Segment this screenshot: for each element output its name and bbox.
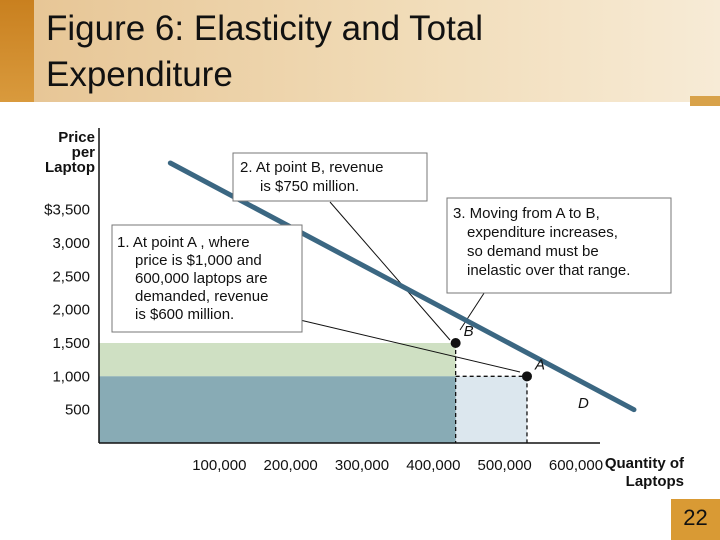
- y-tick-label: 2,000: [52, 302, 90, 319]
- header-accent-bar: [0, 0, 34, 102]
- chart-points: BA: [450, 323, 545, 382]
- header-band: [34, 0, 720, 102]
- y-tick-labels: $3,500 3,000 2,500 2,000 1,500 1,000 500: [44, 202, 90, 419]
- y-tick-label: 1,500: [52, 335, 90, 352]
- demand-curve-label: D: [578, 395, 589, 412]
- leader-line-b: [329, 201, 451, 341]
- x-axis-title: Quantity of Laptops: [605, 455, 685, 490]
- callout-box-move: [446, 197, 672, 294]
- x-tick-label: 200,000: [264, 457, 318, 474]
- revenue-area-common: [99, 376, 456, 443]
- x-tick-label: 400,000: [406, 457, 460, 474]
- x-tick-label: 100,000: [192, 457, 246, 474]
- x-tick-label: 500,000: [478, 457, 532, 474]
- slide-number: 22: [683, 505, 708, 530]
- point-b: [450, 337, 461, 348]
- y-axis-title: Price per Laptop: [45, 129, 95, 176]
- callout-text-a: 1. At point A , where price is $1,000 and…: [117, 234, 268, 323]
- callout-box-a: [111, 224, 303, 333]
- x-tick-label: 300,000: [335, 457, 389, 474]
- slide-title: Figure 6: Elasticity and Total Expenditu…: [46, 6, 483, 98]
- point-a: [521, 371, 532, 382]
- callout-text-move: 3. Moving from A to B, expenditure increa…: [453, 205, 630, 279]
- header-underline: [690, 96, 720, 106]
- callout-text-b: 2. At point B, revenue is $750 million.: [240, 159, 383, 195]
- callout-box-b: [232, 152, 428, 202]
- y-tick-label: 500: [65, 402, 90, 419]
- x-tick-labels: 100,000 200,000 300,000 400,000 500,000 600,0…: [192, 457, 603, 474]
- point-label-a: A: [534, 356, 545, 373]
- point-label-b: B: [464, 323, 474, 340]
- slide-title-line-1: Figure 6: Elasticity and Total: [46, 9, 484, 48]
- slide-number-box: [671, 499, 720, 540]
- x-tick-label: 600,000: [549, 457, 603, 474]
- y-tick-label: $3,500: [44, 202, 90, 219]
- y-tick-label: 3,000: [52, 235, 90, 252]
- demand-curve: [167, 160, 637, 413]
- y-tick-label: 2,500: [52, 268, 90, 285]
- y-tick-label: 1,000: [52, 368, 90, 385]
- slide-title-line-2: Expenditure: [46, 55, 233, 94]
- leader-line-a: [299, 319, 521, 373]
